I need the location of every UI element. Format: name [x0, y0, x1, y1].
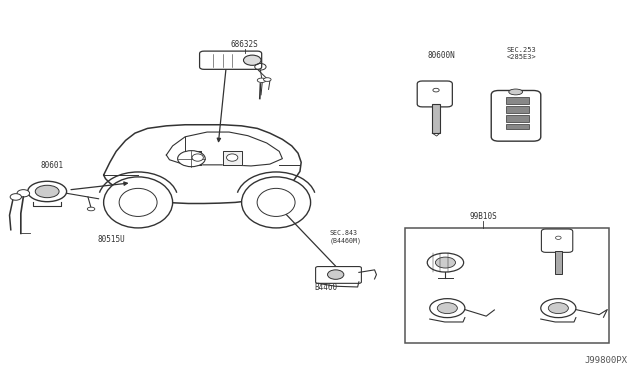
Ellipse shape — [104, 177, 173, 228]
Ellipse shape — [428, 253, 463, 272]
Ellipse shape — [28, 181, 67, 202]
Ellipse shape — [227, 154, 238, 161]
Text: SEC.843
(B4460M): SEC.843 (B4460M) — [330, 230, 362, 244]
Ellipse shape — [328, 270, 344, 279]
FancyBboxPatch shape — [316, 267, 362, 283]
Ellipse shape — [35, 185, 59, 198]
Ellipse shape — [257, 78, 266, 83]
Ellipse shape — [541, 299, 576, 318]
Ellipse shape — [178, 151, 205, 167]
Ellipse shape — [548, 303, 568, 314]
Ellipse shape — [192, 154, 204, 161]
Ellipse shape — [264, 78, 271, 81]
Ellipse shape — [435, 257, 456, 268]
Ellipse shape — [433, 88, 439, 92]
FancyBboxPatch shape — [541, 229, 573, 252]
FancyBboxPatch shape — [200, 51, 262, 69]
Ellipse shape — [17, 190, 29, 197]
Text: B4460: B4460 — [315, 283, 338, 292]
Bar — [506, 97, 529, 104]
Text: 80600N: 80600N — [428, 51, 456, 60]
Polygon shape — [223, 151, 242, 165]
Ellipse shape — [257, 188, 295, 217]
Text: SEC.253
<285E3>: SEC.253 <285E3> — [506, 47, 536, 60]
Polygon shape — [188, 151, 201, 165]
Ellipse shape — [87, 207, 95, 211]
Ellipse shape — [10, 194, 22, 200]
Ellipse shape — [242, 177, 310, 228]
Ellipse shape — [556, 236, 561, 240]
Text: 80601: 80601 — [41, 161, 64, 170]
Text: J99800PX: J99800PX — [584, 356, 627, 365]
Bar — [506, 124, 529, 129]
Bar — [506, 115, 529, 122]
Ellipse shape — [119, 188, 157, 217]
Text: 68632S: 68632S — [231, 40, 259, 49]
Ellipse shape — [437, 303, 458, 314]
Text: 80515U: 80515U — [97, 235, 125, 244]
Ellipse shape — [509, 89, 523, 95]
Text: 99B10S: 99B10S — [469, 212, 497, 221]
Bar — [506, 106, 529, 113]
FancyBboxPatch shape — [492, 90, 541, 141]
Ellipse shape — [243, 55, 261, 65]
Bar — [432, 104, 440, 133]
Ellipse shape — [430, 299, 465, 318]
FancyBboxPatch shape — [417, 81, 452, 107]
Bar — [556, 250, 562, 274]
Bar — [404, 228, 609, 343]
